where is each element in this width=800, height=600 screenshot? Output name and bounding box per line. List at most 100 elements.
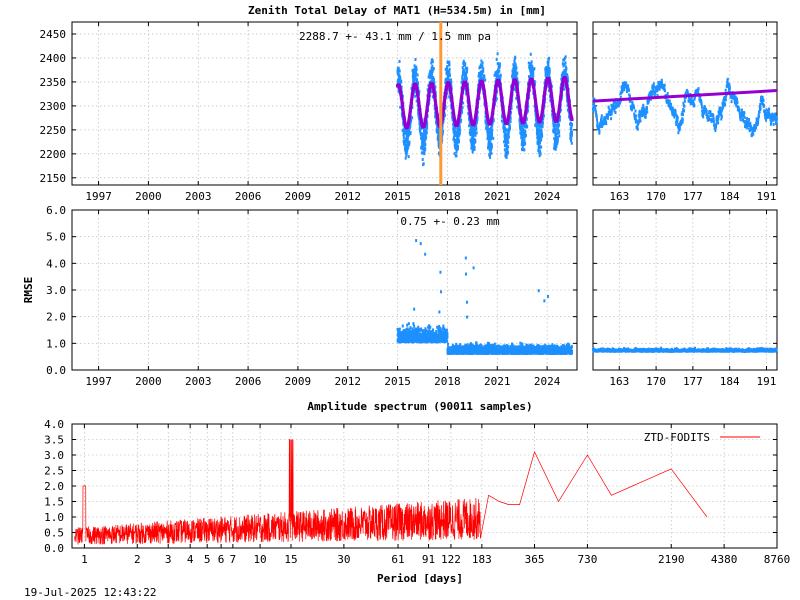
model-point: [526, 94, 530, 98]
model-point: [508, 106, 512, 110]
ztd-data-point: [424, 148, 427, 152]
model-point: [517, 97, 521, 101]
ztd-data-point: [499, 76, 502, 80]
ztd-data-point: [404, 156, 407, 160]
ztd-data-point: [492, 119, 495, 123]
ztd-data-point: [503, 148, 506, 152]
ztd-data-point: [472, 143, 475, 147]
ztd-data-point: [414, 75, 417, 79]
ztd-data-point: [468, 118, 471, 122]
plot-frame: [71, 21, 578, 186]
y-axis-label: RMSE: [22, 277, 35, 304]
ztd-data-point: [455, 132, 458, 136]
model-point: [418, 109, 422, 113]
zoom-data-point: [651, 86, 654, 90]
zoom-data-point: [726, 77, 729, 81]
ztd-data-point: [538, 154, 541, 158]
model-point: [500, 98, 504, 102]
ztd-data-point: [538, 141, 541, 145]
ztd-data-point: [524, 132, 527, 136]
ztd-data-point: [414, 58, 417, 62]
ztd-data-point: [524, 125, 527, 129]
x-tick-label: 177: [683, 190, 703, 203]
zoom-data-point: [678, 128, 681, 132]
zoom-model-line: [592, 89, 778, 103]
zoom-data-point: [599, 121, 602, 125]
zoom-data-point: [693, 97, 696, 101]
ztd-data-point: [547, 63, 550, 67]
ztd-data-point: [488, 132, 491, 136]
x-tick-label: 2024: [534, 375, 561, 388]
zoom-data-point: [642, 103, 645, 107]
model-point: [476, 96, 480, 100]
zoom-data-point: [770, 120, 773, 124]
model-point: [476, 98, 480, 102]
ztd-data-point: [548, 89, 551, 93]
model-point: [499, 94, 503, 98]
model-point: [434, 102, 438, 106]
ztd-data-point: [492, 136, 495, 140]
zoom-data-point: [640, 112, 643, 116]
model-point: [476, 99, 480, 103]
ztd-data-point: [433, 80, 436, 84]
zoom-data-point: [635, 118, 638, 122]
ztd-data-point: [548, 56, 551, 60]
model-point: [484, 100, 488, 104]
model-point: [567, 101, 571, 105]
ztd-data-point: [535, 122, 538, 126]
model-point: [483, 96, 487, 100]
model-point: [566, 89, 570, 93]
model-point: [434, 103, 438, 107]
ztd-data-point: [529, 74, 532, 78]
ztd-data-point: [570, 136, 573, 140]
ztd-data-point: [424, 134, 427, 138]
model-point: [441, 108, 445, 112]
model-point: [566, 93, 570, 97]
ztd-data-point: [453, 132, 456, 136]
ztd-data-point: [498, 69, 501, 73]
model-point: [484, 103, 488, 107]
model-point: [500, 95, 504, 99]
zoom-data-point: [719, 106, 722, 110]
ztd-data-point: [398, 79, 401, 83]
x-tick-label: 2018: [434, 375, 461, 388]
ztd-data-point: [464, 62, 467, 66]
ztd-data-point: [565, 67, 568, 71]
ztd-data-point: [444, 67, 447, 71]
ztd-data-point: [488, 152, 491, 156]
ztd-data-point: [523, 132, 526, 136]
ztd-data-point: [446, 91, 449, 95]
ztd-data-point: [542, 114, 545, 118]
model-point: [516, 91, 520, 95]
ztd-data-point: [408, 140, 411, 144]
model-point: [499, 92, 503, 96]
model-point: [475, 103, 479, 107]
model-point: [492, 96, 496, 100]
model-point: [542, 100, 546, 104]
model-point: [418, 106, 422, 110]
model-point: [451, 105, 455, 109]
zoom-data-point: [600, 118, 603, 122]
model-point: [557, 105, 561, 109]
model-point: [475, 106, 479, 110]
rmse-data-point: [407, 336, 410, 340]
model-point: [426, 98, 430, 102]
ztd-data-point: [399, 76, 402, 80]
ztd-data-point: [442, 118, 445, 122]
ztd-data-point: [508, 129, 511, 133]
model-point: [450, 96, 454, 100]
zoom-data-point: [671, 107, 674, 111]
zoom-data-point: [594, 110, 597, 114]
ztd-data-point: [398, 73, 401, 77]
model-point: [409, 100, 413, 104]
model-point: [534, 104, 538, 108]
zoom-data-point: [704, 106, 707, 110]
zoom-data-point: [724, 88, 727, 92]
ztd-data-point: [411, 68, 414, 72]
model-point: [491, 104, 495, 108]
ztd-data-point: [508, 126, 511, 130]
ztd-data-point: [461, 77, 464, 81]
ztd-data-point: [457, 134, 460, 138]
model-point: [567, 98, 571, 102]
